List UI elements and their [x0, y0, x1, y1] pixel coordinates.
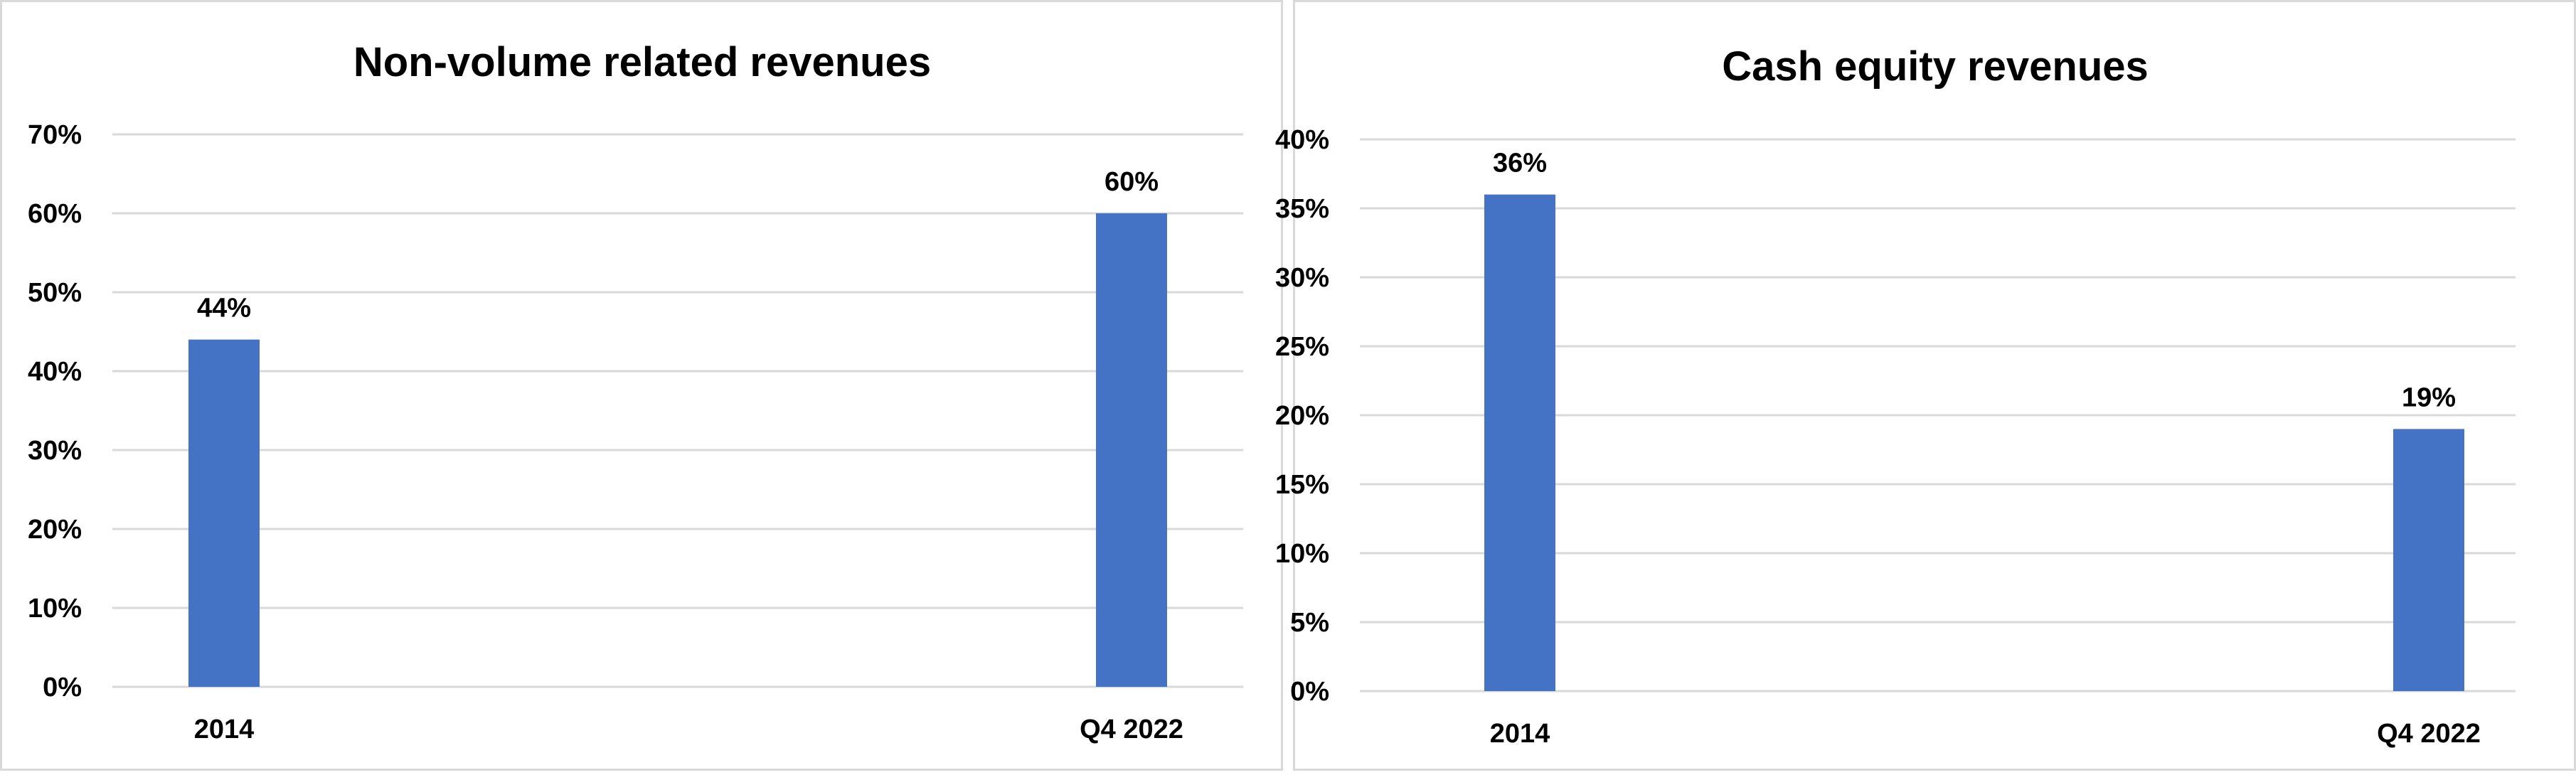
data-label: 44% — [197, 294, 251, 324]
bar-q4-2022 — [1096, 213, 1167, 687]
bar-2014 — [1484, 194, 1555, 692]
y-tick-label: 10% — [28, 594, 82, 624]
chart-cash-equity-svg: Cash equity revenues 0% 5% 10% 15% 20% 25% 30%… — [1275, 43, 2516, 749]
y-tick-label: 20% — [1275, 401, 1329, 431]
y-tick-label: 60% — [28, 199, 82, 229]
y-tick-label: 25% — [1275, 332, 1329, 362]
y-tick-label: 70% — [28, 120, 82, 150]
y-tick-label: 40% — [1275, 125, 1329, 155]
data-label: 60% — [1105, 167, 1159, 197]
y-tick-label: 0% — [43, 673, 82, 702]
chart-title: Non-volume related revenues — [353, 39, 931, 85]
x-category-label: Q4 2022 — [2377, 719, 2481, 749]
x-category-label: Q4 2022 — [1080, 715, 1183, 744]
y-tick-label: 50% — [28, 278, 82, 308]
x-category-label: 2014 — [194, 715, 255, 744]
chart-non-volume-svg: Non-volume related revenues 0% 10% 20% 30% 4… — [28, 39, 1243, 744]
bar-q4-2022 — [2393, 429, 2464, 691]
y-tick-label: 30% — [28, 436, 82, 466]
data-label: 19% — [2402, 383, 2456, 412]
y-tick-label: 35% — [1275, 194, 1329, 224]
bar-2014 — [188, 339, 260, 687]
y-tick-label: 15% — [1275, 470, 1329, 500]
y-tick-label: 30% — [1275, 263, 1329, 293]
y-tick-label: 5% — [1290, 608, 1329, 638]
data-label: 36% — [1493, 149, 1547, 178]
y-tick-label: 40% — [28, 357, 82, 387]
x-category-label: 2014 — [1490, 719, 1550, 749]
chart-panel-cash-equity: Cash equity revenues 0% 5% 10% 15% 20% 25% 30%… — [1275, 0, 2576, 771]
y-tick-label: 20% — [28, 515, 82, 545]
chart-panel-non-volume: Non-volume related revenues 0% 10% 20% 30% 4… — [0, 0, 1283, 771]
y-tick-label: 0% — [1290, 677, 1329, 707]
chart-title: Cash equity revenues — [1722, 43, 2149, 90]
y-tick-label: 10% — [1275, 539, 1329, 569]
